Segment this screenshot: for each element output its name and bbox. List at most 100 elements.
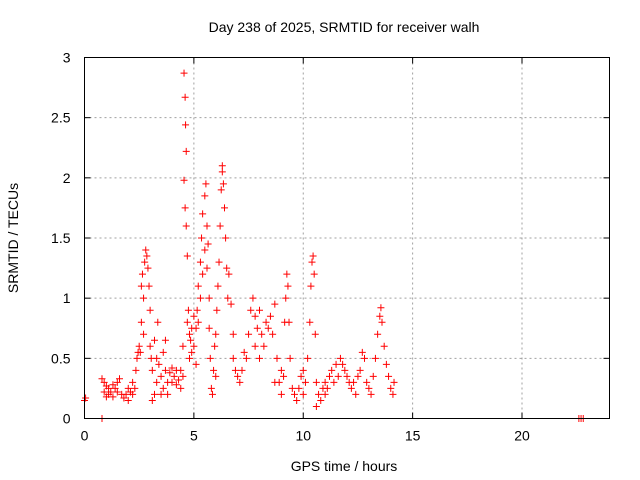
data-point	[361, 354, 368, 362]
data-point	[245, 330, 253, 338]
data-point	[168, 364, 176, 372]
data-point	[181, 93, 189, 101]
x-tick-label: 10	[295, 428, 311, 444]
data-point	[180, 176, 188, 184]
data-point	[222, 234, 230, 242]
data-point	[145, 282, 153, 290]
data-point	[82, 394, 90, 402]
data-point	[262, 318, 270, 326]
data-point	[295, 384, 303, 392]
y-tick-label: 1	[63, 290, 71, 306]
data-point	[133, 354, 141, 362]
data-point	[211, 342, 219, 350]
data-point	[315, 390, 323, 398]
data-point	[251, 312, 259, 320]
data-point	[100, 378, 108, 386]
data-point	[330, 378, 338, 386]
data-point	[293, 396, 301, 404]
x-tick-label: 5	[190, 428, 198, 444]
data-point	[181, 204, 189, 212]
data-point	[116, 375, 123, 383]
data-point	[310, 270, 318, 278]
data-point	[159, 348, 167, 356]
data-point	[352, 390, 360, 398]
x-axis-label: GPS time / hours	[291, 458, 398, 474]
data-point	[285, 318, 293, 326]
y-tick-label: 3	[63, 50, 71, 66]
x-tick-label: 0	[81, 428, 89, 444]
data-point	[354, 372, 362, 380]
data-point	[367, 390, 375, 398]
data-point	[151, 336, 158, 344]
data-point	[177, 384, 185, 392]
data-point	[253, 324, 261, 332]
data-point	[382, 360, 390, 368]
data-point	[164, 390, 172, 398]
data-point	[168, 378, 176, 386]
data-point	[299, 366, 307, 374]
data-point	[377, 304, 385, 312]
data-point	[266, 312, 274, 320]
data-point	[280, 372, 288, 380]
data-point	[240, 348, 248, 356]
data-point	[144, 264, 152, 272]
data-point	[350, 378, 358, 386]
data-point	[221, 204, 228, 212]
data-point	[273, 354, 281, 362]
y-axis-label: SRMTID / TECUs	[5, 183, 21, 293]
data-point	[323, 384, 331, 392]
data-point	[186, 354, 193, 362]
data-point	[234, 372, 242, 380]
data-point	[229, 354, 237, 362]
data-point	[343, 372, 351, 380]
x-tick-label: 20	[514, 428, 530, 444]
data-point	[193, 306, 201, 314]
data-point	[206, 354, 214, 362]
data-point	[111, 384, 119, 392]
data-point	[284, 282, 292, 290]
data-point	[374, 330, 382, 338]
data-point	[183, 252, 191, 260]
data-point	[376, 312, 384, 320]
data-point	[137, 318, 145, 326]
data-point	[224, 294, 232, 302]
data-point	[143, 252, 151, 260]
data-point	[236, 378, 244, 386]
data-point	[334, 372, 342, 380]
data-point	[129, 378, 137, 386]
y-tick-label: 2.5	[51, 110, 71, 126]
data-point	[179, 342, 187, 350]
data-point	[326, 372, 333, 380]
data-point	[238, 366, 246, 374]
data-point	[227, 300, 235, 308]
data-point	[180, 69, 188, 77]
data-point	[213, 306, 221, 314]
data-point	[312, 402, 320, 410]
data-point	[385, 372, 393, 380]
data-point	[277, 366, 285, 374]
data-point	[301, 378, 309, 386]
data-point	[122, 390, 130, 398]
data-point	[378, 318, 386, 326]
data-point	[205, 294, 213, 302]
data-point	[264, 324, 272, 332]
data-point	[312, 378, 320, 386]
data-point	[151, 390, 158, 398]
data-point	[203, 264, 211, 272]
data-point	[107, 388, 115, 396]
data-point	[148, 396, 156, 404]
data-point	[141, 258, 149, 266]
data-point	[225, 270, 233, 278]
y-tick-label: 0.5	[51, 350, 71, 366]
data-point	[138, 270, 146, 278]
data-point	[182, 222, 190, 230]
data-point	[120, 394, 128, 402]
data-point	[212, 330, 220, 338]
data-point	[100, 388, 108, 396]
data-point	[202, 180, 210, 188]
data-point	[132, 366, 140, 374]
data-point	[172, 381, 180, 389]
data-point	[365, 384, 373, 392]
data-point	[109, 381, 117, 389]
y-tick-labels: 0 0.5 1 1.5 2 2.5 3	[51, 50, 71, 427]
